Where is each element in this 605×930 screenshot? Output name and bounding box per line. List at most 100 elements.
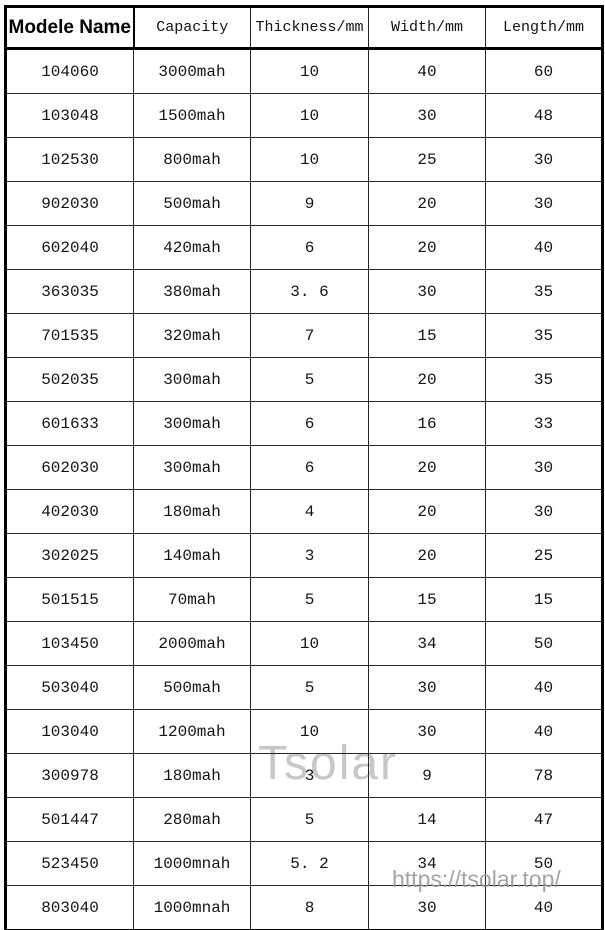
table-row: 104060 3000mah 10 40 60	[5, 48, 603, 94]
table-row: 103040 1200mah 10 30 40	[5, 709, 603, 754]
table-cell: 803040	[5, 885, 134, 930]
table-cell: 602040	[5, 225, 134, 270]
table-cell: 1200mah	[133, 709, 251, 754]
table-cell: 180mah	[133, 753, 251, 798]
table-row: 602040 420mah 6 20 40	[5, 225, 603, 270]
table-cell: 35	[485, 269, 603, 314]
table-cell: 380mah	[133, 269, 251, 314]
table-row: 803040 1000mnah 8 30 40	[5, 885, 603, 930]
header-thickness: Thickness/mm	[250, 6, 369, 50]
table-cell: 35	[485, 357, 603, 402]
table-cell: 280mah	[133, 797, 251, 842]
table-cell: 300mah	[133, 401, 251, 446]
table-cell: 10	[250, 709, 369, 754]
table-cell: 5	[250, 577, 369, 622]
table-row: 701535 320mah 7 15 35	[5, 313, 603, 358]
table-cell: 20	[368, 489, 486, 534]
table-cell: 5	[250, 797, 369, 842]
table-cell: 103048	[5, 93, 134, 138]
table-cell: 10	[250, 48, 369, 94]
table-cell: 5	[250, 357, 369, 402]
table-cell: 60	[485, 48, 603, 94]
table-cell: 6	[250, 445, 369, 490]
table-row: 601633 300mah 6 16 33	[5, 401, 603, 446]
table-cell: 16	[368, 401, 486, 446]
header-capacity: Capacity	[133, 6, 251, 50]
table-row: 363035 380mah 3. 6 30 35	[5, 269, 603, 314]
table-cell: 10	[250, 137, 369, 182]
table-cell: 104060	[5, 48, 134, 94]
table-cell: 30	[485, 489, 603, 534]
table-cell: 5. 2	[250, 841, 369, 886]
table-cell: 3000mah	[133, 48, 251, 94]
table-cell: 302025	[5, 533, 134, 578]
table-cell: 8	[250, 885, 369, 930]
header-length: Length/mm	[485, 6, 603, 50]
table-row: 103450 2000mah 10 34 50	[5, 621, 603, 666]
table-cell: 501515	[5, 577, 134, 622]
table-cell: 902030	[5, 181, 134, 226]
header-width: Width/mm	[368, 6, 486, 50]
table-cell: 5	[250, 665, 369, 710]
table-cell: 35	[485, 313, 603, 358]
table-cell: 30	[368, 269, 486, 314]
table-cell: 10	[250, 93, 369, 138]
table-cell: 3	[250, 753, 369, 798]
table-cell: 20	[368, 533, 486, 578]
table-cell: 40	[485, 709, 603, 754]
table-cell: 34	[368, 621, 486, 666]
table-cell: 3	[250, 533, 369, 578]
table-cell: 15	[485, 577, 603, 622]
table-cell: 20	[368, 225, 486, 270]
table-cell: 10	[250, 621, 369, 666]
table-row: 103048 1500mah 10 30 48	[5, 93, 603, 138]
battery-spec-table: Modele Name Capacity Thickness/mm Width/…	[4, 5, 604, 930]
table-cell: 1500mah	[133, 93, 251, 138]
table-cell: 25	[368, 137, 486, 182]
table-cell: 320mah	[133, 313, 251, 358]
table-cell: 300mah	[133, 445, 251, 490]
table-cell: 300978	[5, 753, 134, 798]
table-cell: 180mah	[133, 489, 251, 534]
header-row: Modele Name Capacity Thickness/mm Width/…	[5, 6, 603, 50]
table-cell: 15	[368, 577, 486, 622]
table-cell: 48	[485, 93, 603, 138]
table-cell: 30	[368, 665, 486, 710]
table-cell: 601633	[5, 401, 134, 446]
table-row: 502035 300mah 5 20 35	[5, 357, 603, 402]
table-cell: 103040	[5, 709, 134, 754]
table-row: 501515 70mah 5 15 15	[5, 577, 603, 622]
table-cell: 502035	[5, 357, 134, 402]
table-cell: 47	[485, 797, 603, 842]
table-cell: 50	[485, 841, 603, 886]
table-cell: 9	[368, 753, 486, 798]
table-cell: 300mah	[133, 357, 251, 402]
table-cell: 30	[368, 93, 486, 138]
table-cell: 500mah	[133, 181, 251, 226]
table-cell: 501447	[5, 797, 134, 842]
table-cell: 30	[368, 709, 486, 754]
table-cell: 30	[485, 445, 603, 490]
table-cell: 6	[250, 401, 369, 446]
table-cell: 9	[250, 181, 369, 226]
url-watermark: https://tsolar.top/	[392, 866, 561, 892]
table-cell: 20	[368, 181, 486, 226]
table-cell: 4	[250, 489, 369, 534]
table-cell: 33	[485, 401, 603, 446]
table-cell: 40	[485, 225, 603, 270]
table-cell: 140mah	[133, 533, 251, 578]
table-cell: 40	[485, 665, 603, 710]
table-cell: 50	[485, 621, 603, 666]
table-row: 503040 500mah 5 30 40	[5, 665, 603, 710]
table-cell: 40	[368, 48, 486, 94]
table-cell: 503040	[5, 665, 134, 710]
table-cell: 25	[485, 533, 603, 578]
table-row: 602030 300mah 6 20 30	[5, 445, 603, 490]
table-cell: 2000mah	[133, 621, 251, 666]
table-cell: 70mah	[133, 577, 251, 622]
table-body: 104060 3000mah 10 40 60 103048 1500mah 10 30 48 10…	[5, 48, 603, 930]
table-row: 501447 280mah 5 14 47	[5, 797, 603, 842]
table-cell: 7	[250, 313, 369, 358]
table-cell: 15	[368, 313, 486, 358]
header-model-name: Modele Name	[5, 6, 135, 50]
